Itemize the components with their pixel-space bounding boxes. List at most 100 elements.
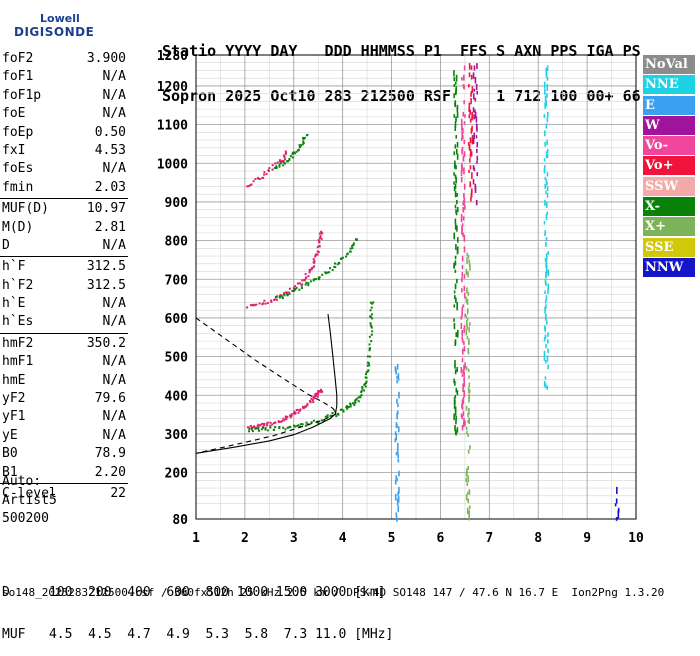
echo-point — [260, 422, 263, 425]
echo-point — [310, 267, 313, 270]
interference-mark — [468, 505, 471, 510]
echo-point — [336, 263, 339, 266]
echo-point — [331, 268, 334, 271]
echo-point — [278, 295, 281, 298]
echo-point — [292, 151, 295, 154]
interference-mark — [460, 218, 463, 223]
interference-mark — [463, 371, 465, 376]
interference-mark — [468, 514, 471, 521]
muf-table: D 100 200 400 600 800 1000 1500 3000 [km… — [2, 558, 393, 656]
interference-mark — [460, 413, 463, 418]
echo-point — [370, 333, 373, 336]
interference-mark — [462, 385, 464, 393]
interference-mark — [466, 431, 468, 435]
echo-point — [321, 273, 324, 276]
echo-point — [318, 244, 321, 247]
param-separator — [0, 332, 128, 334]
interference-mark — [467, 412, 469, 418]
echo-point — [257, 176, 260, 179]
echo-point — [255, 303, 258, 306]
interference-mark — [454, 190, 457, 198]
interference-mark — [461, 336, 464, 340]
interference-mark — [461, 77, 463, 81]
interference-mark — [461, 276, 463, 283]
echo-point — [279, 162, 282, 165]
interference-mark — [461, 223, 464, 227]
interference-mark — [468, 322, 471, 326]
param-value: 10.97 — [86, 201, 126, 217]
interference-mark — [397, 373, 400, 380]
interference-mark — [394, 493, 397, 501]
param-value: 3.900 — [86, 51, 126, 66]
interference-mark — [396, 498, 399, 506]
echo-point — [264, 426, 267, 429]
echo-point — [363, 389, 366, 392]
interference-mark — [461, 311, 463, 317]
interference-mark — [395, 433, 398, 441]
echo-point — [298, 288, 301, 291]
echo-point — [284, 152, 287, 155]
param-key: hmF1 — [2, 354, 34, 370]
interference-mark — [397, 459, 400, 463]
interference-mark — [465, 477, 468, 482]
interference-mark — [468, 144, 471, 150]
param-row-fof1p: foF1p N/A — [2, 87, 126, 105]
echo-point — [286, 160, 289, 163]
echo-point — [247, 185, 250, 188]
interference-mark — [463, 418, 465, 424]
echo-point — [329, 267, 332, 270]
echo-point — [317, 239, 320, 242]
echo-point — [345, 406, 348, 409]
echo-point — [305, 281, 308, 284]
echo-point — [316, 395, 319, 398]
interference-mark — [461, 148, 463, 155]
echo-point — [328, 271, 331, 274]
interference-mark — [454, 144, 457, 149]
param-value: 2.03 — [94, 179, 126, 195]
param-row-foe: foE N/A — [2, 105, 126, 123]
echo-point — [315, 393, 318, 396]
param-key: yF1 — [2, 409, 26, 425]
param-row-fmin: fmin 2.03 — [2, 179, 126, 197]
interference-mark — [617, 507, 620, 513]
interference-mark — [453, 397, 456, 404]
interference-mark — [546, 211, 549, 216]
param-row-hf: h`F 312.5 — [2, 258, 126, 276]
echo-point — [288, 157, 291, 160]
plot-frame — [195, 54, 637, 520]
interference-mark — [545, 253, 548, 261]
interference-mark — [544, 230, 547, 234]
echo-point — [299, 144, 302, 147]
echo-point — [342, 410, 345, 413]
echo-point — [266, 302, 269, 305]
interference-mark — [453, 304, 456, 308]
auto-label: Auto: — [2, 474, 42, 489]
y-tick-label: 700 — [165, 273, 189, 288]
interference-mark — [456, 206, 459, 213]
param-separator — [0, 482, 128, 484]
interference-mark — [455, 209, 457, 214]
interference-mark — [545, 123, 548, 129]
param-key: foF1p — [2, 87, 42, 103]
interference-mark — [463, 193, 465, 199]
interference-mark — [456, 390, 459, 396]
interference-mark — [544, 334, 547, 339]
interference-mark — [463, 292, 466, 299]
echo-point — [352, 243, 355, 246]
interference-mark — [461, 225, 463, 230]
interference-mark — [544, 290, 546, 294]
ionogram-chart: 8020030040050060070080090010001100120012… — [157, 49, 644, 546]
interference-mark — [461, 227, 464, 232]
interference-mark — [462, 84, 465, 89]
echo-point — [293, 424, 296, 427]
echo-point — [319, 388, 322, 391]
interference-mark — [463, 139, 466, 145]
interference-mark — [543, 380, 546, 387]
interference-mark — [453, 290, 456, 294]
echo-point — [264, 428, 267, 431]
interference-mark — [466, 482, 469, 486]
echo-point — [319, 235, 322, 238]
interference-mark — [460, 169, 463, 176]
echo-point — [305, 421, 308, 424]
interference-mark — [460, 288, 463, 293]
